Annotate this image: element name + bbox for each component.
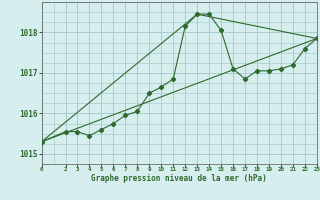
X-axis label: Graphe pression niveau de la mer (hPa): Graphe pression niveau de la mer (hPa) xyxy=(91,174,267,183)
